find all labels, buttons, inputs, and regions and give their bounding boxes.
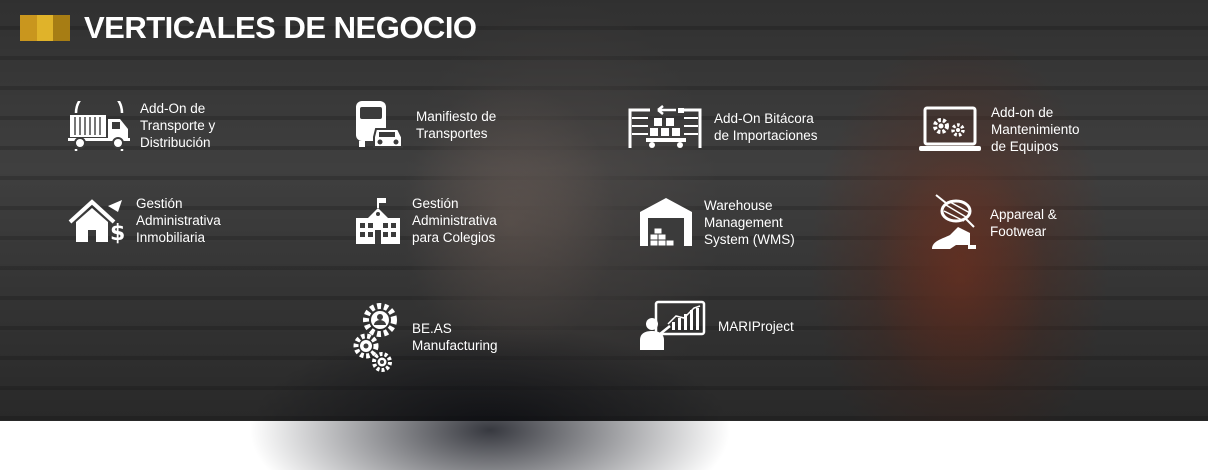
svg-text:$: $: [110, 221, 125, 244]
house-dollar-icon: $: [68, 198, 125, 244]
vertical-bitacora[interactable]: Add-On Bitácora de Importaciones: [628, 104, 818, 150]
presenter-chart-icon: [640, 300, 706, 350]
background-person-woman: [830, 120, 1090, 440]
vertical-label: Warehouse Management System (WMS): [704, 197, 795, 247]
thread-shoe-icon: [932, 194, 976, 249]
section-header: VERTICALES DE NEGOCIO: [20, 8, 477, 48]
warehouse-icon: [640, 198, 692, 247]
vertical-label: Add-on de Mantenimiento de Equipos: [991, 105, 1080, 154]
vertical-wms[interactable]: Warehouse Management System (WMS): [638, 196, 795, 248]
vertical-label: Add-On Bitácora de Importaciones: [714, 111, 818, 143]
vertical-colegios[interactable]: Gestión Administrativa para Colegios: [354, 195, 497, 246]
vertical-apparel[interactable]: Appareal & Footwear: [928, 193, 1057, 253]
section-title: VERTICALES DE NEGOCIO: [84, 10, 477, 45]
vertical-manifiesto[interactable]: Manifiesto de Transportes: [354, 99, 496, 151]
school-building-icon: [356, 197, 400, 244]
vertical-label: Add-On de Transporte y Distribución: [140, 101, 216, 150]
vertical-label: Appareal & Footwear: [990, 207, 1057, 239]
vertical-label: BE.AS Manufacturing: [412, 321, 498, 353]
vertical-label: Manifiesto de Transportes: [416, 109, 497, 141]
vertical-label: MARIProject: [718, 318, 794, 334]
laptop-gears-icon: [919, 106, 981, 151]
vertical-label: Gestión Administrativa para Colegios: [412, 196, 497, 245]
background-overlay: [0, 0, 1208, 421]
vertical-mariproject[interactable]: MARIProject: [638, 300, 794, 352]
vertical-transporte[interactable]: Add-On de Transporte y Distribución: [68, 100, 215, 151]
import-cargo-icon: [628, 105, 702, 148]
accent-bar: [20, 15, 71, 41]
bus-car-icon: [356, 101, 403, 148]
vertical-inmobiliaria[interactable]: $ Gestión Administrativa Inmobiliaria: [68, 195, 221, 246]
gears-people-icon: [353, 303, 397, 372]
truck-icon: [68, 100, 130, 151]
vertical-mantenimiento[interactable]: Add-on de Mantenimiento de Equipos: [919, 104, 1080, 155]
vertical-beas[interactable]: BE.AS Manufacturing: [352, 300, 498, 374]
vertical-label: Gestión Administrativa Inmobiliaria: [136, 196, 221, 245]
